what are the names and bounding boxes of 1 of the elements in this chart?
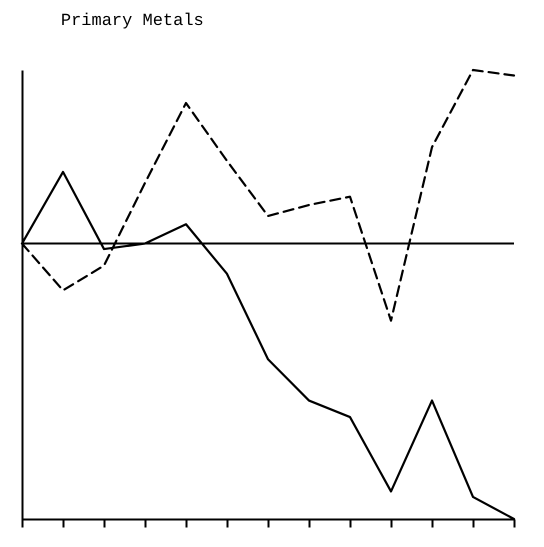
chart-title: Primary Metals [60, 12, 204, 31]
